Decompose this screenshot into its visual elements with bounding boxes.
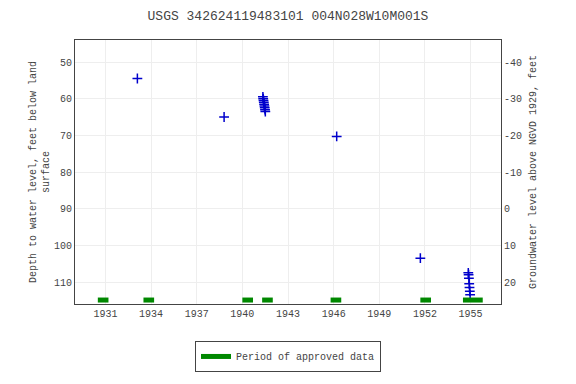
svg-text:1934: 1934 [139, 309, 163, 320]
svg-text:20: 20 [504, 278, 516, 289]
svg-text:1940: 1940 [230, 309, 254, 320]
svg-text:-30: -30 [504, 94, 522, 105]
svg-text:-40: -40 [504, 58, 522, 69]
svg-text:70: 70 [60, 131, 72, 142]
svg-text:60: 60 [60, 94, 72, 105]
svg-text:0: 0 [504, 204, 510, 215]
svg-text:USGS 342624119483101 004N028W1: USGS 342624119483101 004N028W10M001S [148, 9, 429, 24]
svg-text:1946: 1946 [322, 309, 346, 320]
svg-text:1943: 1943 [276, 309, 300, 320]
svg-text:10: 10 [504, 241, 516, 252]
svg-text:Depth to water level, feet bel: Depth to water level, feet below landsur… [28, 61, 52, 283]
svg-text:1931: 1931 [93, 309, 117, 320]
svg-text:110: 110 [54, 278, 72, 289]
svg-text:Groundwater level above NGVD 1: Groundwater level above NGVD 1929, feet [528, 55, 539, 289]
svg-text:1937: 1937 [185, 309, 209, 320]
svg-text:100: 100 [54, 241, 72, 252]
svg-text:50: 50 [60, 58, 72, 69]
svg-text:1952: 1952 [413, 309, 437, 320]
svg-text:Period of approved data: Period of approved data [236, 352, 374, 363]
svg-text:1955: 1955 [459, 309, 483, 320]
svg-text:1949: 1949 [367, 309, 391, 320]
svg-text:-20: -20 [504, 131, 522, 142]
svg-text:80: 80 [60, 168, 72, 179]
svg-text:-10: -10 [504, 168, 522, 179]
svg-text:90: 90 [60, 204, 72, 215]
